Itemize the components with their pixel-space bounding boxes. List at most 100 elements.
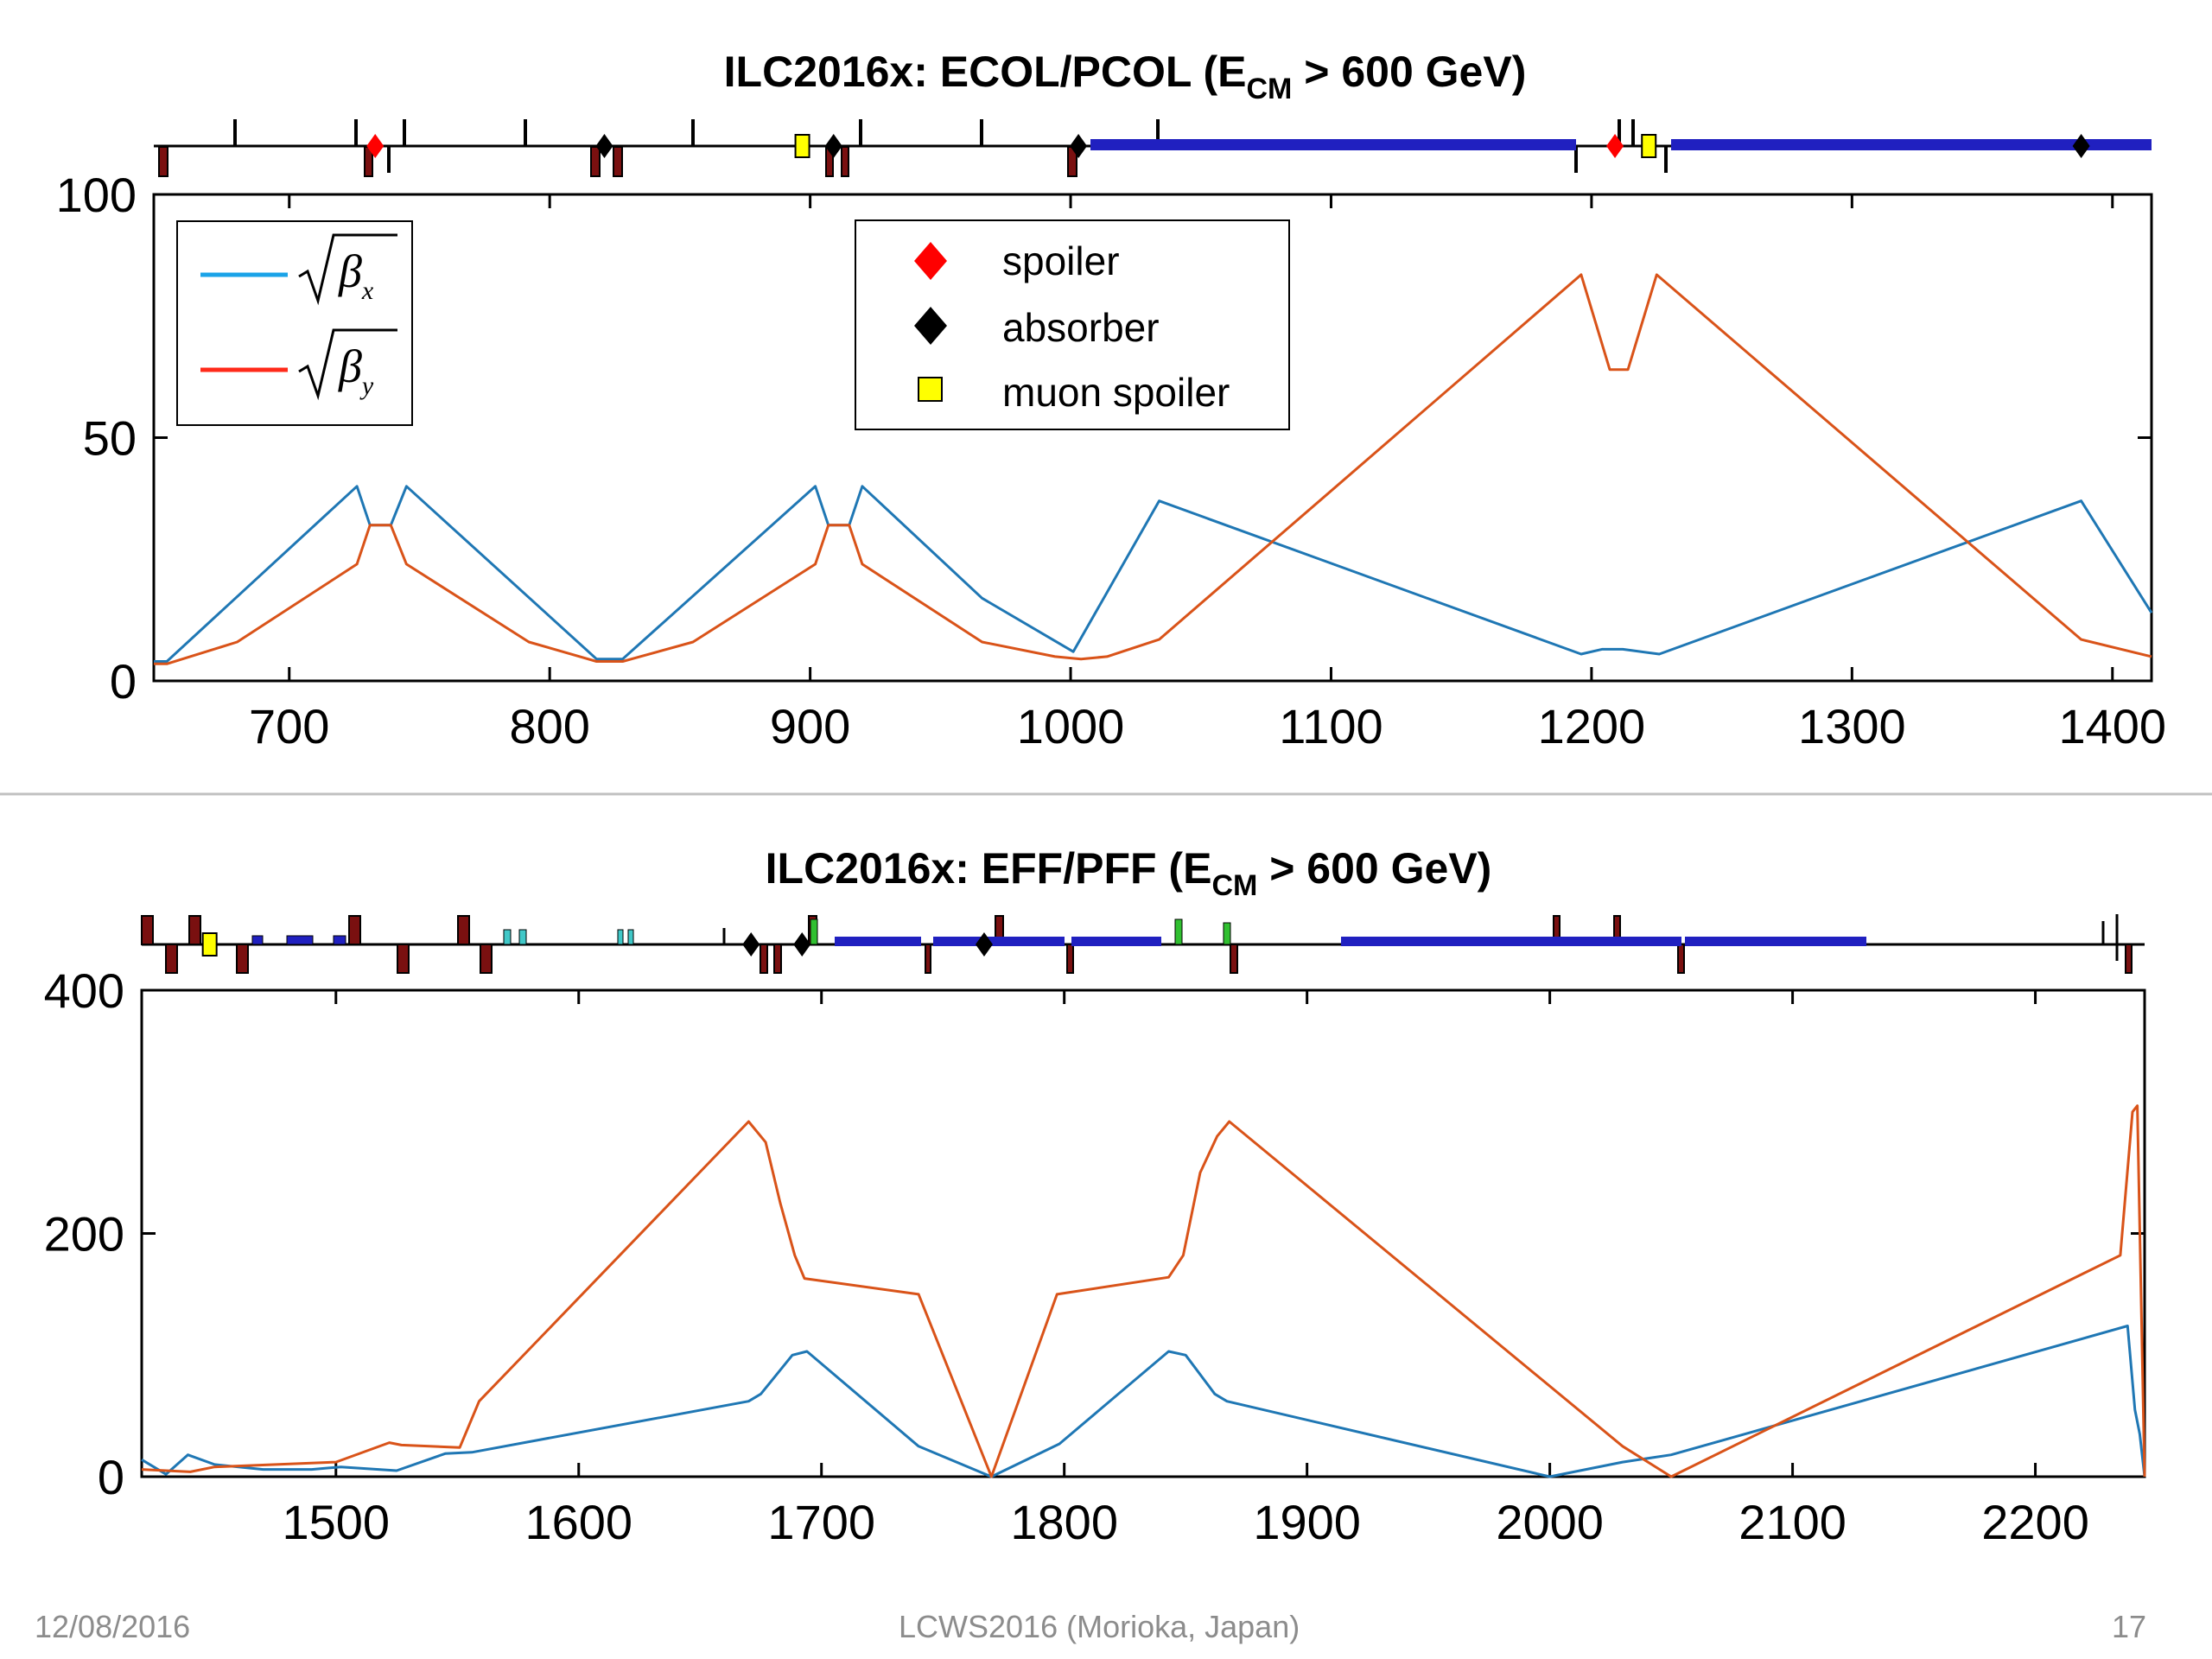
bottom-absorber-marker — [793, 932, 811, 957]
spoiler-legend-icon — [914, 242, 947, 280]
footer-date: 12/08/2016 — [35, 1609, 191, 1644]
top-x-tick-label: 1300 — [1798, 699, 1906, 753]
dipole-element — [286, 935, 314, 945]
bottom-absorber-marker — [975, 932, 993, 957]
quad-element — [158, 146, 168, 177]
quad-element — [590, 146, 601, 177]
octupole-element — [1174, 918, 1183, 945]
top-absorber-marker — [1070, 134, 1088, 158]
quad-element — [165, 944, 178, 974]
bottom-plot-area — [141, 1104, 2146, 1478]
dipole-train — [1090, 139, 1576, 150]
bottom-muon-spoiler-marker — [201, 932, 218, 957]
bottom-x-tick-label: 2100 — [1738, 1495, 1847, 1549]
bottom-panel: ILC2016x: EFF/PFF (ECM > 600 GeV) — [44, 844, 2146, 1549]
bottom-title-tail: > 600 GeV) — [1257, 844, 1491, 893]
sqrt-sign-icon — [298, 328, 397, 401]
bottom-x-tick-label: 1700 — [767, 1495, 875, 1549]
beta-legend: βx βy — [176, 220, 413, 426]
dipole-train — [1341, 937, 1681, 946]
quad-element — [1230, 944, 1238, 974]
top-muon-spoiler-marker — [1641, 134, 1657, 158]
footer-page-number: 17 — [2112, 1609, 2147, 1644]
octupole-element — [810, 918, 818, 945]
quad-element — [925, 944, 931, 974]
bottom-series-beta-x — [141, 1325, 2146, 1478]
top-axes: 700 800 900 1000 1100 1200 1300 1400 0 50 100 — [56, 168, 2167, 753]
top-x-tick-label: 1000 — [1017, 699, 1125, 753]
bottom-axes-frame — [140, 988, 2146, 1478]
legend-beta-y-label: βy — [338, 340, 374, 400]
dipole-train — [1671, 139, 2152, 150]
quad-element — [457, 915, 470, 945]
beta-legend-box — [176, 220, 413, 426]
quad-element — [397, 944, 410, 974]
top-x-tick-label: 900 — [770, 699, 850, 753]
sextupole-element — [518, 929, 527, 945]
bottom-x-tick-label: 1600 — [524, 1495, 632, 1549]
legend-beta-x-label: βx — [338, 245, 374, 305]
quad-element — [841, 146, 849, 177]
top-x-tick-label: 1200 — [1538, 699, 1646, 753]
quad-element — [1066, 944, 1074, 974]
top-muon-spoiler-marker — [794, 134, 810, 158]
bottom-y-tick-label: 0 — [98, 1450, 124, 1504]
top-beamline-lattice — [154, 119, 2152, 177]
quad-element — [2125, 944, 2133, 974]
footer-conference: LCWS2016 (Morioka, Japan) — [899, 1609, 1300, 1644]
dipole-element — [333, 935, 346, 945]
top-panel: ILC2016x: ECOL/PCOL (ECM > 600 GeV) — [56, 48, 2167, 753]
bottom-series-beta-y — [141, 1104, 2146, 1478]
bottom-x-tick-label: 1800 — [1010, 1495, 1118, 1549]
sextupole-element — [503, 929, 512, 945]
sextupole-element — [617, 929, 624, 945]
dipole-train — [1685, 937, 1866, 946]
top-series-beta-x — [154, 485, 2153, 663]
bottom-y-tick-label: 200 — [44, 1207, 124, 1262]
quad-element — [773, 944, 782, 974]
quad-element — [613, 146, 623, 177]
dipole-train — [1071, 937, 1161, 946]
quad-element — [480, 944, 493, 974]
top-title-tail: > 600 GeV) — [1292, 48, 1526, 96]
sextupole-element — [627, 929, 634, 945]
top-x-tick-label: 700 — [249, 699, 329, 753]
octupole-element — [1223, 922, 1231, 945]
quad-element — [236, 944, 249, 974]
legend-spoiler-label: spoiler — [1002, 238, 1120, 283]
top-absorber-marker — [595, 134, 613, 158]
bottom-x-tick-label: 2000 — [1496, 1495, 1604, 1549]
top-y-tick-label: 50 — [83, 411, 137, 466]
dipole-train — [835, 937, 921, 946]
top-x-tick-label: 1400 — [2058, 699, 2166, 753]
bottom-title-main: ILC2016x: EFF/PFF (E — [766, 844, 1212, 893]
quad-element — [141, 915, 154, 945]
bottom-title-sub: CM — [1211, 869, 1257, 902]
quad-element — [348, 915, 361, 945]
bottom-x-tick-label: 1900 — [1253, 1495, 1361, 1549]
top-y-tick-label: 0 — [110, 654, 137, 709]
top-series-beta-y — [154, 273, 2152, 665]
legend-muon-spoiler-label: muon spoiler — [1002, 370, 1230, 415]
dipole-train — [933, 937, 1065, 946]
absorber-legend-icon — [914, 307, 947, 345]
muon-spoiler-legend-icon — [918, 377, 943, 402]
top-y-tick-label: 100 — [56, 168, 137, 222]
top-x-tick-label: 1100 — [1279, 699, 1382, 753]
dipole-element — [251, 935, 264, 945]
top-title-sub: CM — [1246, 73, 1292, 105]
top-spoiler-marker — [1606, 134, 1624, 158]
marker-legend: spoiler absorber muon spoiler — [855, 219, 1290, 430]
bottom-axes: 1500 1600 1700 1800 1900 2000 2100 2200 0 200 400 — [44, 963, 2145, 1549]
bottom-beamline-lattice — [141, 914, 2145, 974]
bottom-x-tick-label: 2200 — [1981, 1495, 2089, 1549]
bottom-absorber-marker — [742, 932, 760, 957]
quad-element — [1677, 944, 1685, 974]
quad-element — [760, 944, 768, 974]
top-absorber-marker — [2072, 134, 2090, 158]
top-spoiler-marker — [366, 134, 385, 158]
bottom-y-tick-label: 400 — [44, 963, 124, 1018]
top-absorber-marker — [824, 134, 842, 158]
top-chart-title: ILC2016x: ECOL/PCOL (ECM > 600 GeV) — [724, 48, 1527, 105]
